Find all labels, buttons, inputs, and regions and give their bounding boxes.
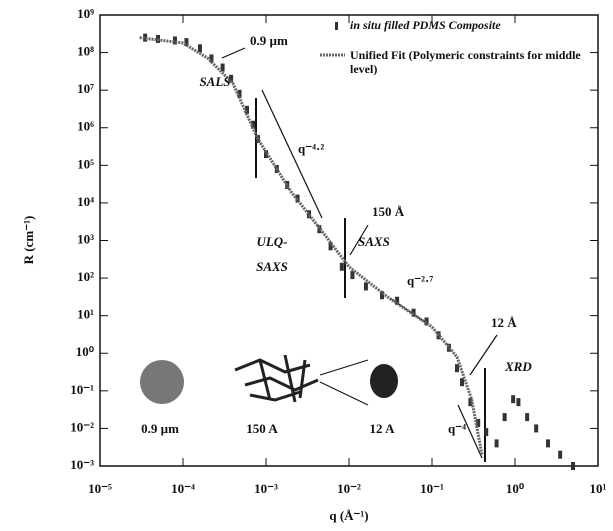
data-point	[350, 271, 355, 280]
data-point	[229, 74, 234, 83]
data-point	[558, 450, 563, 459]
y-tick-label: 10³	[77, 231, 94, 246]
data-point	[328, 242, 333, 251]
data-point	[184, 38, 189, 47]
annotation: q⁻⁴·²	[298, 141, 324, 156]
x-tick-label: 10⁻³	[254, 481, 278, 496]
y-tick-label: 10⁵	[77, 156, 94, 171]
data-point	[395, 296, 400, 305]
data-point	[244, 105, 249, 114]
annotation: 150 A	[246, 421, 278, 436]
data-point	[468, 398, 473, 407]
annotation: 12 A	[370, 421, 396, 436]
data-point	[525, 413, 530, 422]
x-tick-label: 10⁻¹	[420, 481, 444, 496]
data-point	[494, 439, 499, 448]
data-point	[307, 210, 312, 219]
y-tick-label: 10⁸	[77, 44, 94, 59]
x-tick-label: 10¹	[590, 481, 607, 496]
annotation: ULQ-	[256, 234, 287, 249]
data-point	[424, 317, 429, 326]
data-point	[339, 262, 344, 271]
y-tick-label: 10⁴	[77, 194, 94, 209]
y-tick-label: 10⁻³	[70, 457, 94, 472]
y-tick-label: 10⁻¹	[70, 382, 94, 397]
guides	[221, 47, 498, 462]
x-tick-label: 10⁻⁴	[171, 481, 195, 496]
x-tick-label: 10⁻²	[337, 481, 361, 496]
annotation: SAXS	[358, 234, 390, 249]
x-axis-label: q (Å⁻¹)	[329, 508, 368, 523]
annotation: 0.9 µm	[141, 421, 179, 436]
data-point	[237, 89, 242, 98]
data-point	[220, 63, 225, 72]
y-tick-label: 10²	[77, 269, 94, 284]
x-tick-label: 10⁰	[506, 481, 525, 496]
data-point	[571, 462, 576, 470]
data-point	[209, 54, 214, 63]
legend-entry: in situ filled PDMS Composite	[350, 18, 550, 32]
data-point	[172, 36, 177, 45]
data-point	[546, 439, 551, 448]
data-point	[460, 378, 465, 387]
y-tick-label: 10⁻²	[70, 419, 94, 434]
y-tick-label: 10⁶	[77, 119, 94, 134]
data-point	[476, 418, 481, 427]
data-point	[143, 33, 148, 42]
legend-entry: Unified Fit (Polymeric constraints for m…	[350, 48, 590, 76]
annotation: q⁻⁴	[448, 421, 466, 436]
annotation: q⁻²·⁷	[407, 273, 433, 288]
annotation: SAXS	[256, 259, 288, 274]
annotation: 12 Å	[491, 315, 517, 330]
legend-label: Unified Fit (Polymeric constraints for m…	[350, 48, 581, 76]
data-point	[484, 428, 489, 437]
data-point	[534, 424, 539, 433]
annotation: SALS	[199, 74, 230, 89]
annotation: XRD	[504, 359, 532, 374]
y-axis-label: R (cm⁻¹)	[21, 216, 36, 265]
y-tick-label: 10⁰	[76, 344, 95, 359]
annotation: 150 Å	[372, 204, 405, 219]
data-point	[363, 282, 368, 291]
data-point	[446, 343, 451, 352]
data-point	[502, 413, 507, 422]
data-point	[454, 364, 459, 373]
legend-marker	[335, 22, 338, 30]
y-tick-label: 10⁷	[77, 81, 94, 96]
fit-line	[139, 36, 484, 455]
data-point	[317, 225, 322, 234]
legend-label: in situ filled PDMS Composite	[350, 18, 501, 32]
data-point	[197, 44, 202, 53]
data-point	[380, 291, 385, 300]
annotation: 0.9 µm	[250, 33, 288, 48]
data-point	[516, 398, 521, 407]
inset-shapes	[140, 354, 398, 404]
data-point	[411, 308, 416, 317]
x-tick-label: 10⁻⁵	[88, 481, 112, 496]
data-point	[511, 395, 516, 404]
y-tick-label: 10⁹	[77, 6, 94, 21]
y-tick-label: 10¹	[77, 307, 94, 322]
